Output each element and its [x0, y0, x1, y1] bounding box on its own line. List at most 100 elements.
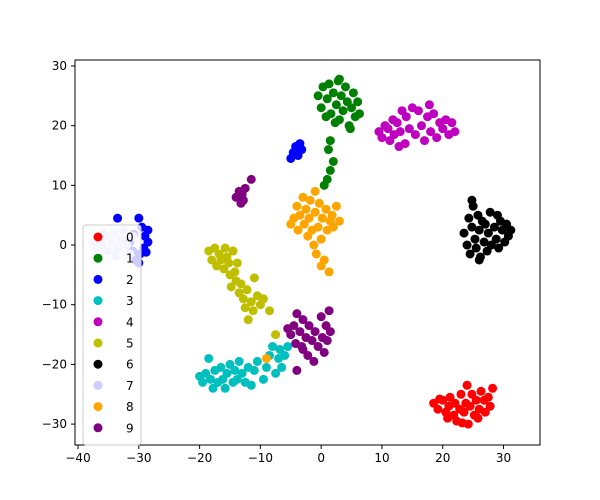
legend-marker-3: [93, 296, 103, 306]
point-series-9-22: [316, 312, 326, 322]
y-axis: −30 −20 −10 0 10 20 30: [42, 59, 75, 431]
series-4: [374, 100, 460, 152]
point-series-6-27: [492, 210, 502, 220]
point-series-4-19: [426, 127, 436, 137]
point-series-5-16: [236, 279, 246, 289]
point-series-5-11: [226, 282, 236, 292]
series-1: [313, 74, 364, 190]
point-series-5-13: [230, 267, 240, 277]
point-series-9-24: [319, 347, 329, 357]
x-tick-label: −10: [248, 451, 273, 465]
point-series-8-24: [327, 210, 337, 220]
point-series-4-27: [450, 127, 460, 137]
point-series-3-23: [258, 374, 268, 384]
legend-marker-5: [93, 338, 103, 348]
point-series-6-12: [479, 237, 489, 247]
series-3: [195, 342, 293, 393]
point-series-5-18: [240, 303, 250, 313]
x-tick-label: 0: [317, 451, 325, 465]
point-series-8-5: [298, 192, 308, 202]
legend-label-5: 5: [126, 337, 134, 351]
point-series-8-12: [309, 240, 319, 250]
point-series-0-22: [483, 392, 493, 402]
point-series-0-21: [480, 407, 490, 417]
point-series-9-14: [298, 315, 308, 325]
point-series-1-21: [354, 109, 364, 119]
point-series-2-19: [141, 247, 151, 257]
point-series-1-24: [328, 156, 338, 166]
legend-label-0: 0: [126, 231, 134, 245]
point-series-8-28: [310, 186, 320, 196]
y-tick-label: −30: [42, 417, 67, 431]
point-series-9-11: [292, 309, 302, 319]
point-series-4-14: [410, 130, 420, 140]
point-series-6-0: [459, 228, 469, 238]
point-series-2-7: [134, 213, 144, 223]
point-series-9-16: [303, 350, 313, 360]
point-series-2-10: [143, 225, 153, 235]
point-series-6-2: [464, 213, 474, 223]
x-axis: −40 −30 −20 −10 0 10 20 30: [65, 445, 511, 465]
point-series-8-4: [295, 210, 305, 220]
point-series-6-1: [462, 240, 472, 250]
legend-marker-6: [93, 359, 103, 369]
legend-label-7: 7: [126, 379, 134, 393]
point-series-0-1: [433, 404, 443, 414]
point-series-6-16: [485, 207, 495, 217]
point-series-0-26: [443, 413, 453, 423]
point-series-1-25: [325, 165, 335, 175]
point-series-3-14: [230, 365, 240, 375]
point-series-9-9: [289, 321, 299, 331]
point-series-1-11: [334, 115, 344, 125]
point-series-5-19: [242, 285, 252, 295]
point-series-1-5: [324, 79, 334, 89]
x-tick-label: −20: [187, 451, 212, 465]
point-series-1-6: [326, 109, 336, 119]
series-9: [231, 174, 335, 375]
point-series-6-9: [474, 225, 484, 235]
point-series-6-13: [480, 219, 490, 229]
point-series-9-28: [325, 327, 335, 337]
point-series-6-29: [474, 255, 484, 265]
legend-marker-7: [93, 380, 103, 390]
point-series-3-30: [280, 350, 290, 360]
point-series-5-26: [258, 294, 268, 304]
series-5: [204, 243, 281, 340]
point-series-5-27: [265, 306, 275, 316]
point-series-0-19: [476, 386, 486, 396]
point-series-3-11: [222, 368, 232, 378]
point-series-4-1: [377, 133, 387, 143]
point-series-4-8: [395, 127, 405, 137]
point-series-4-20: [429, 109, 439, 119]
point-series-3-20: [246, 380, 256, 390]
y-tick-label: 10: [52, 178, 67, 192]
point-series-5-20: [243, 315, 253, 325]
x-tick-label: −30: [126, 451, 151, 465]
point-series-0-11: [459, 407, 469, 417]
point-series-6-17: [486, 240, 496, 250]
y-tick-label: 30: [52, 59, 67, 73]
point-series-5-28: [271, 330, 281, 340]
point-series-1-12: [336, 91, 346, 101]
point-series-4-26: [447, 118, 457, 128]
point-series-1-23: [323, 145, 333, 155]
point-series-1-9: [331, 100, 341, 110]
point-series-8-3: [293, 225, 303, 235]
point-series-8-20: [321, 204, 331, 214]
point-series-0-10: [456, 389, 466, 399]
point-series-5-1: [207, 255, 217, 265]
point-series-9-4: [238, 195, 248, 205]
point-series-4-3: [383, 124, 393, 134]
legend-label-6: 6: [126, 358, 134, 372]
point-series-1-17: [347, 103, 357, 113]
point-series-4-11: [401, 112, 411, 122]
point-series-8-10: [305, 195, 315, 205]
point-series-9-27: [324, 306, 334, 316]
x-tick-label: 20: [435, 451, 450, 465]
point-series-5-22: [248, 306, 258, 316]
legend-marker-9: [93, 423, 103, 433]
point-series-0-25: [435, 394, 445, 404]
point-series-4-7: [392, 118, 402, 128]
point-series-1-18: [348, 88, 358, 98]
